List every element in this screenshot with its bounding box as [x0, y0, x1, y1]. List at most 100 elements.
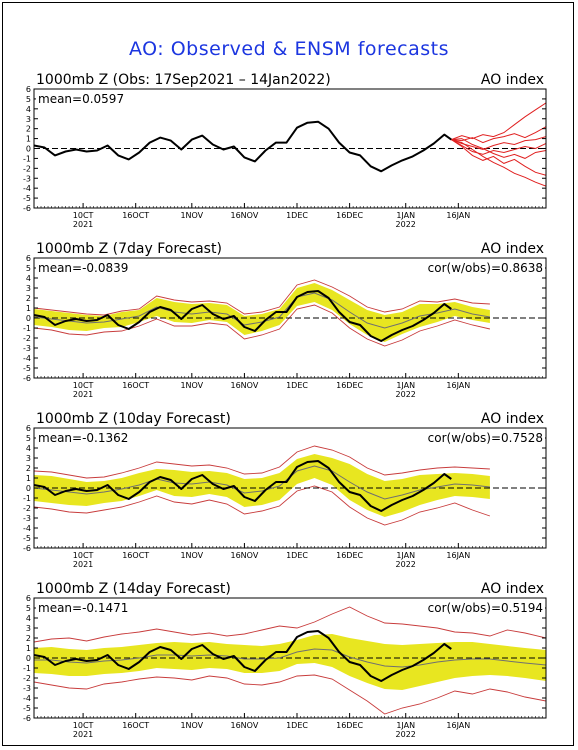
y-tick-label: -2 — [23, 504, 31, 513]
x-tick-label: 16OCT — [122, 211, 149, 220]
y-tick-label: 0 — [26, 145, 31, 154]
y-tick-label: 1 — [26, 644, 31, 653]
x-tick-year-label: 2022 — [396, 220, 416, 229]
x-tick-label: 1JAN — [396, 381, 415, 390]
y-tick-label: 0 — [26, 484, 31, 493]
y-tick-label: -5 — [23, 704, 31, 713]
x-tick-label: 16DEC — [336, 211, 363, 220]
y-tick-label: 6 — [26, 424, 31, 433]
x-tick-label: 16OCT — [122, 551, 149, 560]
y-tick-label: 2 — [26, 125, 31, 134]
y-tick-label: 3 — [26, 624, 31, 633]
chart-right-label: AO index — [481, 411, 544, 427]
chart-right-label: AO index — [481, 72, 544, 88]
y-tick-label: -6 — [23, 544, 31, 553]
x-tick-label: 16DEC — [336, 551, 363, 560]
y-tick-label: -5 — [23, 534, 31, 543]
y-tick-label: 1 — [26, 135, 31, 144]
stat-correlation-bg — [425, 600, 545, 616]
x-tick-label: 1NOV — [180, 551, 203, 560]
figure-title: AO: Observed & ENSM forecasts — [129, 38, 449, 60]
x-tick-year-label: 2022 — [396, 730, 416, 739]
y-tick-label: -5 — [23, 194, 31, 203]
chart-right-label: AO index — [481, 581, 544, 597]
y-tick-label: 6 — [26, 254, 31, 263]
chart-panel-3: 1000mb Z (10day Forecast) AO index6543210… — [23, 411, 547, 569]
y-tick-label: -1 — [23, 494, 31, 503]
x-tick-year-label: 2022 — [396, 390, 416, 399]
y-tick-label: -4 — [23, 354, 31, 363]
y-tick-label: -1 — [23, 154, 31, 163]
x-tick-label: 1DEC — [286, 721, 308, 730]
x-tick-label: 16JAN — [446, 381, 470, 390]
y-tick-label: 2 — [26, 464, 31, 473]
ensemble-mean-line — [34, 648, 546, 668]
chart-panel-1: 1000mb Z (Obs: 17Sep2021 – 14Jan2022) AO … — [23, 72, 547, 229]
y-tick-label: 4 — [26, 105, 31, 114]
y-tick-label: -3 — [23, 344, 31, 353]
y-tick-label: 4 — [26, 444, 31, 453]
chart-title: 1000mb Z (14day Forecast) — [36, 581, 231, 597]
y-tick-label: -2 — [23, 674, 31, 683]
chart-title: 1000mb Z (10day Forecast) — [36, 411, 231, 427]
ensemble-member-line-5 — [451, 138, 546, 159]
chart-panel-4: 1000mb Z (14day Forecast) AO index6543210… — [23, 581, 547, 739]
x-tick-label: 1JAN — [396, 551, 415, 560]
x-tick-label: 16DEC — [336, 381, 363, 390]
chart-title: 1000mb Z (Obs: 17Sep2021 – 14Jan2022) — [36, 72, 331, 88]
y-tick-label: 5 — [26, 604, 31, 613]
y-tick-label: 4 — [26, 274, 31, 283]
stat-correlation-bg — [425, 430, 545, 446]
x-tick-label: 1JAN — [396, 211, 415, 220]
stat-mean-bg — [36, 600, 131, 616]
chart-title: 1000mb Z (7day Forecast) — [36, 241, 222, 257]
ensemble-mean-line — [34, 465, 490, 500]
y-tick-label: -4 — [23, 524, 31, 533]
y-tick-label: 2 — [26, 634, 31, 643]
x-tick-label: 16DEC — [336, 721, 363, 730]
y-tick-label: 3 — [26, 115, 31, 124]
stat-mean-label: mean=-0.1471 — [38, 601, 128, 615]
x-tick-label: 16NOV — [231, 381, 259, 390]
y-tick-label: -4 — [23, 184, 31, 193]
x-tick-year-label: 2021 — [73, 220, 93, 229]
x-tick-label: 1NOV — [180, 381, 203, 390]
ensemble-lower-edge-line — [34, 674, 546, 715]
chart-panel-2: 1000mb Z (7day Forecast) AO index6543210-… — [23, 241, 547, 399]
ensemble-spread-band — [34, 283, 490, 342]
ensemble-lower-edge-line — [34, 304, 491, 347]
chart-plot-area — [34, 279, 546, 347]
y-tick-label: 5 — [26, 264, 31, 273]
x-tick-year-label: 2021 — [73, 730, 93, 739]
ensemble-member-line-2 — [451, 126, 546, 144]
y-tick-label: -1 — [23, 324, 31, 333]
ensemble-upper-edge-line — [34, 606, 546, 643]
y-tick-label: 4 — [26, 614, 31, 623]
x-tick-label: 10CT — [73, 381, 94, 390]
y-tick-label: 0 — [26, 654, 31, 663]
chart-plot-area — [34, 102, 546, 187]
stat-mean-bg — [36, 430, 131, 446]
x-tick-label: 1JAN — [396, 721, 415, 730]
x-tick-label: 16NOV — [231, 721, 259, 730]
ensemble-member-line-1 — [451, 102, 546, 141]
y-tick-label: -1 — [23, 664, 31, 673]
y-tick-label: 1 — [26, 304, 31, 313]
stat-mean-bg — [36, 91, 127, 107]
x-tick-label: 16OCT — [122, 381, 149, 390]
y-tick-label: 1 — [26, 474, 31, 483]
y-tick-label: -5 — [23, 364, 31, 373]
chart-right-label: AO index — [481, 241, 544, 257]
stat-mean-label: mean=-0.1362 — [38, 431, 128, 445]
stat-mean-label: mean=-0.0839 — [38, 261, 128, 275]
y-tick-label: 6 — [26, 594, 31, 603]
ensemble-member-line-3 — [451, 136, 546, 151]
observed-line — [34, 630, 452, 682]
y-tick-label: 5 — [26, 434, 31, 443]
ensemble-spread-band — [34, 634, 546, 690]
stat-mean-label: mean=0.0597 — [38, 92, 124, 106]
y-tick-label: -3 — [23, 174, 31, 183]
y-tick-label: 3 — [26, 284, 31, 293]
x-tick-label: 10CT — [73, 721, 94, 730]
